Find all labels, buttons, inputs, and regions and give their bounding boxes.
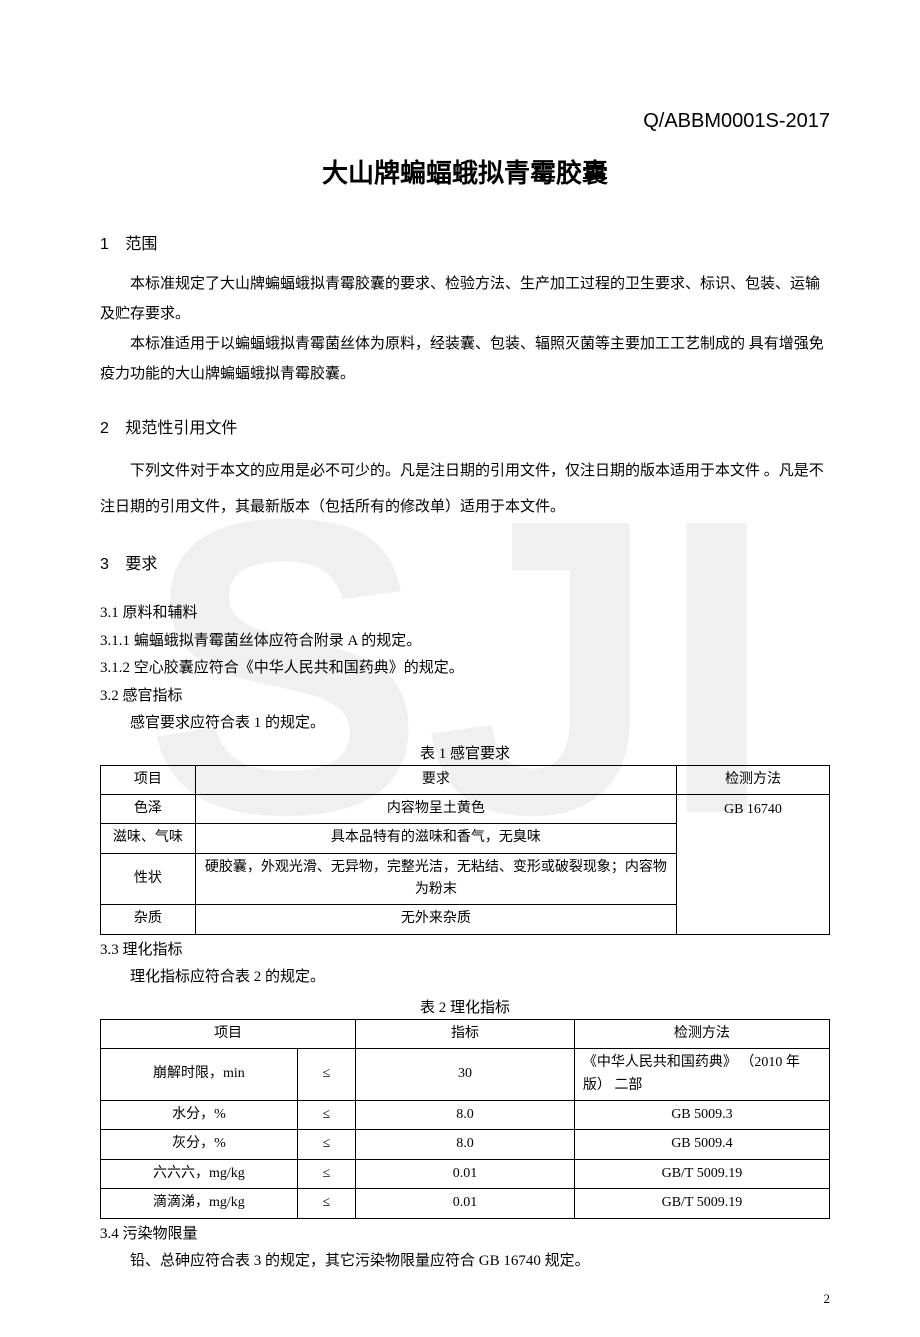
section-3-4-number: 3.4 — [100, 1226, 119, 1242]
section-3-1-1: 3.1.1 蝙蝠蛾拟青霉菌丝体应符合附录 A 的规定。 — [100, 629, 830, 655]
table-2: 项目 指标 检测方法 崩解时限，min ≤ 30 《中华人民共和国药典》 （20… — [100, 1019, 830, 1219]
t2-r3-method: GB 5009.4 — [574, 1130, 829, 1159]
table-1: 项目 要求 检测方法 色泽 内容物呈土黄色 GB 16740 滋味、气味 具本品… — [100, 765, 830, 935]
section-3-heading: 3 要求 — [100, 550, 830, 574]
t2-header-method: 检测方法 — [574, 1019, 829, 1048]
t1-r2-req: 具本品特有的滋味和香气，无臭味 — [195, 824, 676, 853]
section-1-para-1: 本标准规定了大山牌蝙蝠蛾拟青霉胶囊的要求、检验方法、生产加工过程的卫生要求、标识… — [100, 269, 830, 329]
t2-header-item: 项目 — [101, 1019, 356, 1048]
section-3-2-number: 3.2 — [100, 688, 119, 704]
section-3-2-title: 感官指标 — [123, 688, 183, 704]
t2-r4-item: 六六六，mg/kg — [101, 1159, 298, 1188]
t2-r4-method: GB/T 5009.19 — [574, 1159, 829, 1188]
section-3-3-heading: 3.3 理化指标 — [100, 938, 830, 964]
table-1-caption: 表 1 感官要求 — [100, 742, 830, 763]
document-title: 大山牌蝙蝠蛾拟青霉胶囊 — [100, 153, 830, 190]
t2-r3-item: 灰分，% — [101, 1130, 298, 1159]
t2-r2-method: GB 5009.3 — [574, 1101, 829, 1130]
section-1-heading: 1 范围 — [100, 230, 830, 254]
t1-r1-item: 色泽 — [101, 794, 196, 823]
t1-r4-item: 杂质 — [101, 905, 196, 934]
section-3-4-heading: 3.4 污染物限量 — [100, 1222, 830, 1248]
section-1-para-2: 本标准适用于以蝙蝠蛾拟青霉菌丝体为原料，经装囊、包装、辐照灭菌等主要加工工艺制成… — [100, 329, 830, 389]
section-3-1-heading: 3.1 原料和辅料 — [100, 601, 830, 627]
t2-r5-method: GB/T 5009.19 — [574, 1189, 829, 1218]
section-3-number: 3 — [100, 556, 109, 573]
t2-r3-op: ≤ — [297, 1130, 355, 1159]
t2-r4-op: ≤ — [297, 1159, 355, 1188]
section-1-number: 1 — [100, 236, 109, 253]
section-3-4-para: 铅、总砷应符合表 3 的规定，其它污染物限量应符合 GB 16740 规定。 — [100, 1249, 830, 1275]
t1-r2-item: 滋味、气味 — [101, 824, 196, 853]
t1-header-method: 检测方法 — [676, 765, 829, 794]
section-3-title: 要求 — [125, 556, 157, 573]
t2-r1-method: 《中华人民共和国药典》 （2010 年版） 二部 — [574, 1049, 829, 1101]
section-2-para-1: 下列文件对于本文的应用是必不可少的。凡是注日期的引用文件，仅注日期的版本适用于本… — [100, 453, 830, 525]
section-3-1-number: 3.1 — [100, 605, 119, 621]
t1-r1-req: 内容物呈土黄色 — [195, 794, 676, 823]
table-2-caption: 表 2 理化指标 — [100, 996, 830, 1017]
t2-r2-item: 水分，% — [101, 1101, 298, 1130]
section-1-title: 范围 — [125, 236, 157, 253]
section-3-2-para: 感官要求应符合表 1 的规定。 — [100, 711, 830, 737]
section-3-4-title: 污染物限量 — [123, 1226, 198, 1242]
t1-r3-item: 性状 — [101, 853, 196, 905]
section-3-3-title: 理化指标 — [123, 942, 183, 958]
section-2-heading: 2 规范性引用文件 — [100, 414, 830, 438]
t2-r5-val: 0.01 — [356, 1189, 575, 1218]
t2-r4-val: 0.01 — [356, 1159, 575, 1188]
section-2-title: 规范性引用文件 — [125, 420, 237, 437]
page-number: 2 — [824, 1291, 831, 1307]
t1-r4-req: 无外来杂质 — [195, 905, 676, 934]
section-3-1-2: 3.1.2 空心胶囊应符合《中华人民共和国药典》的规定。 — [100, 656, 830, 682]
document-code: Q/ABBM0001S-2017 — [100, 110, 830, 133]
t1-r3-req: 硬胶囊，外观光滑、无异物，完整光洁，无粘结、变形或破裂现象；内容物为粉末 — [195, 853, 676, 905]
t1-method: GB 16740 — [676, 794, 829, 934]
section-3-3-number: 3.3 — [100, 942, 119, 958]
t2-r5-op: ≤ — [297, 1189, 355, 1218]
t2-r5-item: 滴滴涕，mg/kg — [101, 1189, 298, 1218]
section-3-3-para: 理化指标应符合表 2 的规定。 — [100, 965, 830, 991]
t2-r1-op: ≤ — [297, 1049, 355, 1101]
t2-header-index: 指标 — [356, 1019, 575, 1048]
section-3-1-title: 原料和辅料 — [123, 605, 198, 621]
t2-r2-val: 8.0 — [356, 1101, 575, 1130]
t2-r3-val: 8.0 — [356, 1130, 575, 1159]
t2-r1-item: 崩解时限，min — [101, 1049, 298, 1101]
t1-header-item: 项目 — [101, 765, 196, 794]
section-3-2-heading: 3.2 感官指标 — [100, 684, 830, 710]
section-2-number: 2 — [100, 420, 109, 437]
t1-header-req: 要求 — [195, 765, 676, 794]
t2-r2-op: ≤ — [297, 1101, 355, 1130]
t2-r1-val: 30 — [356, 1049, 575, 1101]
